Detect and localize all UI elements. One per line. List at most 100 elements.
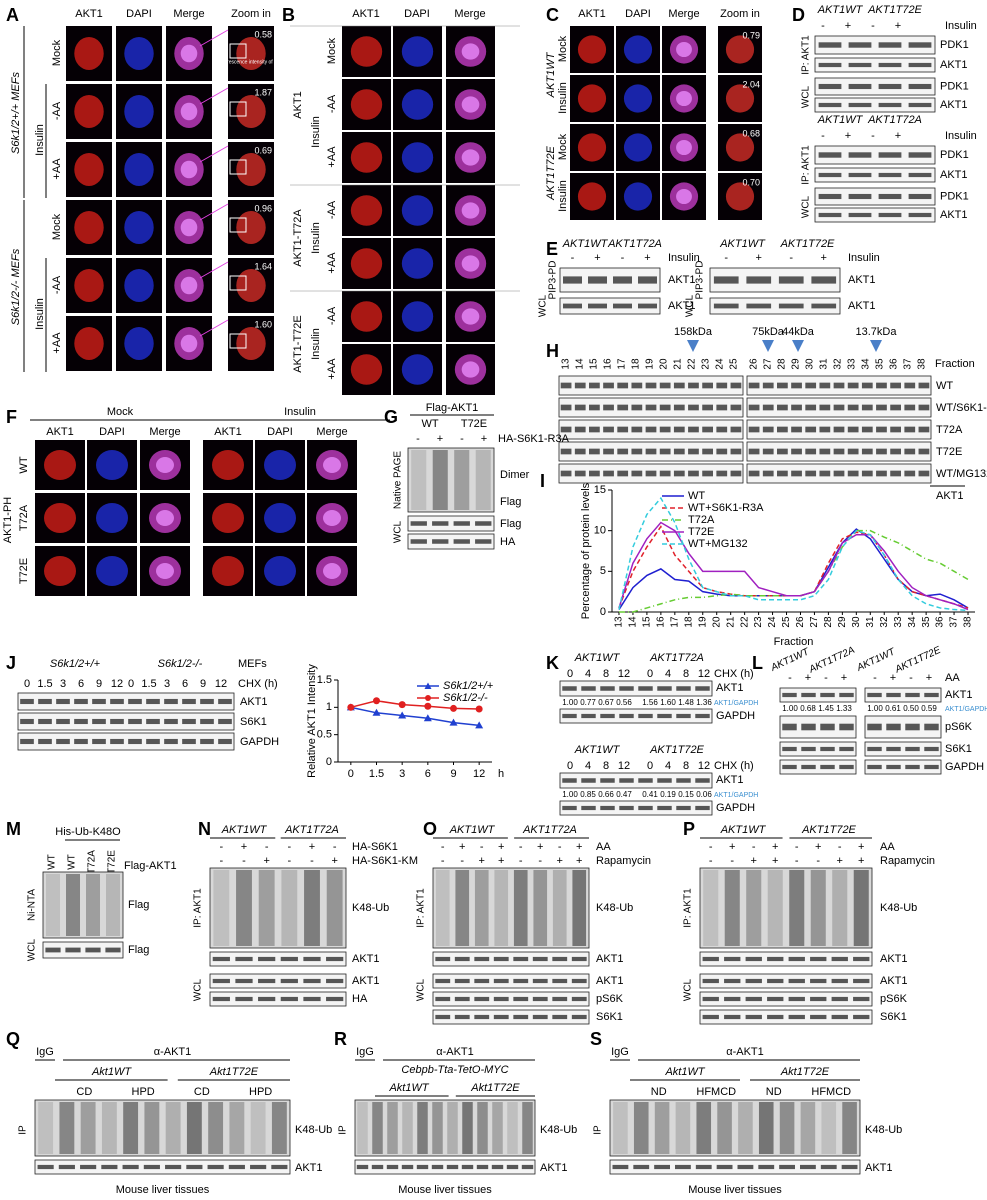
label: IP: AKT1	[193, 888, 204, 928]
label: pS6K	[945, 721, 973, 733]
band	[431, 1164, 444, 1170]
band	[560, 426, 572, 433]
sign: +	[890, 672, 896, 684]
panel-letter: M	[6, 819, 21, 839]
label: AKT1T72A	[649, 652, 704, 664]
cell	[212, 503, 244, 533]
band	[713, 276, 739, 284]
band	[839, 692, 854, 698]
band	[638, 713, 653, 719]
sign: +	[576, 841, 582, 853]
zoom-link	[199, 319, 229, 337]
band	[560, 470, 572, 477]
zoom-box	[229, 43, 247, 59]
panel-letter: O	[423, 819, 437, 839]
band	[58, 1164, 75, 1170]
sign: -	[730, 855, 734, 867]
cell	[577, 35, 607, 64]
band	[762, 426, 774, 433]
band	[767, 978, 784, 984]
label: IgG	[356, 1046, 374, 1058]
x-tick-label: 13	[614, 616, 625, 628]
band	[326, 978, 344, 984]
label: Insulin	[945, 130, 977, 142]
band	[600, 805, 615, 811]
band	[876, 382, 887, 389]
y-tick-label: 5	[600, 565, 606, 577]
band	[688, 404, 699, 411]
cell	[74, 327, 104, 360]
band	[182, 738, 196, 745]
band	[847, 470, 859, 477]
band	[782, 692, 797, 698]
label: 1.5	[141, 678, 156, 690]
label: WCL	[393, 520, 404, 543]
band	[128, 718, 142, 725]
band	[435, 996, 451, 1002]
nucleus	[676, 188, 692, 205]
smear	[675, 1102, 691, 1154]
cell	[264, 503, 296, 533]
label: HPD	[249, 1086, 272, 1098]
legend-label: WT	[688, 490, 705, 502]
smear	[703, 870, 719, 946]
band	[676, 805, 691, 811]
band	[371, 1164, 384, 1170]
cell	[96, 556, 128, 586]
label: T72A	[936, 424, 963, 436]
smear	[455, 870, 470, 946]
band	[631, 426, 643, 433]
cell	[96, 450, 128, 480]
nucleus	[461, 43, 480, 60]
cell	[350, 354, 383, 385]
label: T72A	[18, 504, 30, 531]
label: AKT1	[596, 975, 624, 987]
blot	[432, 1009, 590, 1025]
band	[818, 83, 842, 90]
label: HFMCD	[696, 1086, 736, 1098]
label: GAPDH	[716, 802, 755, 814]
band	[839, 746, 854, 752]
x-tick-label: 21	[725, 616, 736, 628]
sign: -	[571, 252, 575, 264]
label: Dimer	[500, 469, 530, 481]
band	[762, 404, 774, 411]
band	[435, 978, 451, 984]
blot	[42, 941, 124, 959]
band	[886, 746, 901, 752]
label: 38	[917, 358, 928, 370]
x-tick-label: 35	[921, 616, 932, 628]
smear	[522, 1102, 533, 1154]
band	[200, 718, 214, 725]
band	[493, 996, 509, 1002]
x-tick-label: 22	[739, 616, 750, 628]
blot	[17, 732, 235, 751]
label: PDK1	[940, 190, 969, 202]
band	[810, 996, 827, 1002]
sign: +	[537, 841, 543, 853]
band	[326, 956, 344, 962]
y-tick-label: 0.5	[317, 729, 332, 741]
band	[589, 426, 600, 433]
nucleus	[676, 139, 692, 156]
band	[493, 978, 509, 984]
band	[890, 382, 901, 389]
band	[918, 404, 930, 411]
band	[833, 448, 845, 455]
x-tick-label: 36	[935, 616, 946, 628]
label: Rapamycin	[596, 855, 651, 867]
cell	[577, 182, 607, 211]
cell	[74, 37, 104, 70]
label: AKT1	[880, 975, 908, 987]
label: AKT1T72E	[649, 744, 704, 756]
smear	[779, 1102, 795, 1154]
cell	[124, 327, 154, 360]
label: AKT1T72A	[807, 645, 857, 676]
band	[532, 956, 548, 962]
band	[657, 805, 672, 811]
label: 1.64	[254, 261, 272, 271]
label: Insulin	[557, 82, 569, 114]
label: T72E	[461, 418, 487, 430]
band	[820, 1164, 837, 1170]
band	[475, 521, 492, 526]
